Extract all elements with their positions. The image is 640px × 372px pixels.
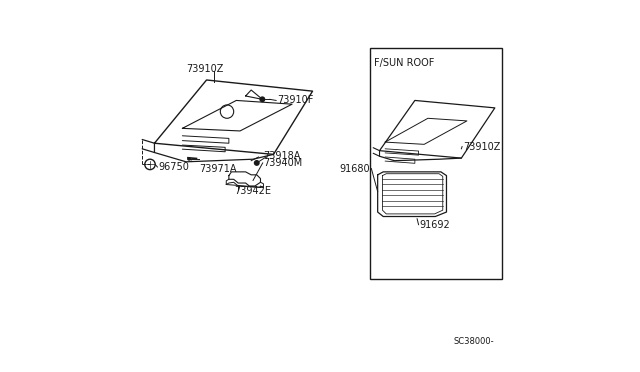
Text: 96750: 96750 <box>158 162 189 172</box>
Circle shape <box>381 151 385 156</box>
Circle shape <box>254 160 260 166</box>
Text: 73910Z: 73910Z <box>463 142 500 151</box>
Text: 91692: 91692 <box>420 220 451 230</box>
Text: 73971A: 73971A <box>199 164 237 174</box>
Text: F/SUN ROOF: F/SUN ROOF <box>374 58 435 68</box>
Circle shape <box>410 217 414 221</box>
Text: SC38000-: SC38000- <box>454 337 495 346</box>
Text: 73918A: 73918A <box>264 151 301 161</box>
Text: 73940M: 73940M <box>264 158 303 168</box>
Bar <box>370 48 502 279</box>
Text: 73910F: 73910F <box>277 96 314 105</box>
Text: 73942E: 73942E <box>234 186 271 196</box>
Text: 91680: 91680 <box>340 164 370 173</box>
Circle shape <box>259 96 266 102</box>
Text: 73910Z: 73910Z <box>186 64 223 74</box>
Circle shape <box>187 157 191 161</box>
